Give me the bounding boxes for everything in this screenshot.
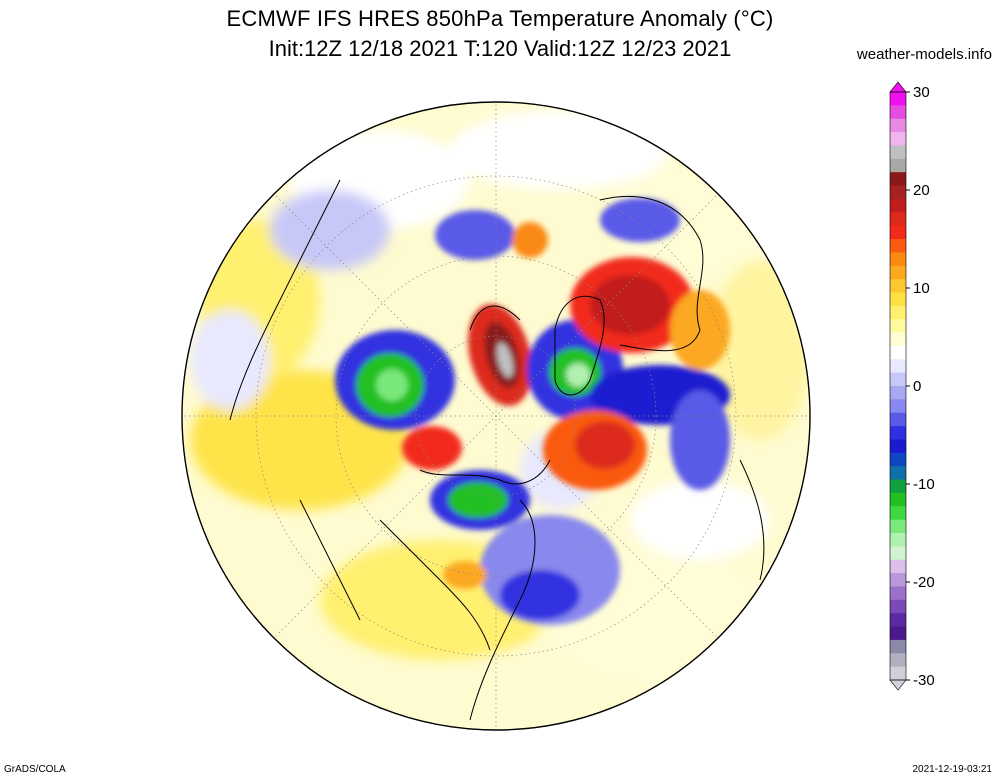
colorbar-segment [890, 613, 906, 628]
colorbar-segment [890, 105, 906, 120]
colorbar-label: 10 [913, 280, 930, 297]
colorbar-segment [890, 479, 906, 494]
colorbar-segment [890, 372, 906, 387]
colorbar-segment [890, 546, 906, 561]
chart-subtitle: Init:12Z 12/18 2021 T:120 Valid:12Z 12/2… [268, 36, 732, 61]
colorbar-label: 30 [913, 84, 930, 101]
colorbar-segment [890, 573, 906, 587]
colorbar-segment [890, 118, 906, 133]
colorbar-bottom-arrow [889, 679, 907, 691]
colorbar-segment [890, 386, 906, 400]
colorbar: 30 20 10 0 -10 -20 -30 [889, 81, 935, 691]
colorbar-segment [890, 292, 906, 307]
colorbar-segment [890, 359, 906, 374]
colorbar-segment [890, 506, 906, 521]
colorbar-segment [890, 666, 906, 681]
colorbar-segment [890, 653, 906, 668]
site-credit: weather-models.info [856, 46, 992, 63]
map-field [182, 102, 810, 730]
colorbar-segment [890, 145, 906, 160]
colorbar-top-arrow [889, 81, 907, 93]
colorbar-segment [890, 466, 906, 481]
colorbar-segment [890, 319, 906, 334]
background-anomaly-field [190, 110, 810, 690]
footer-timestamp: 2021-12-19-03:21 [912, 764, 992, 775]
colorbar-label: 0 [913, 378, 921, 395]
colorbar-segment [890, 332, 906, 347]
colorbar-segment [890, 212, 906, 227]
colorbar-segment [890, 533, 906, 547]
colorbar-segment [890, 305, 906, 320]
colorbar-segment [890, 412, 906, 427]
colorbar-label: -20 [913, 574, 935, 591]
colorbar-segment [890, 639, 906, 654]
anomaly-regions [335, 198, 730, 625]
colorbar-segment [890, 279, 906, 293]
colorbar-segment [890, 225, 906, 240]
colorbar-segment [890, 559, 906, 574]
colorbar-segment [890, 492, 906, 507]
colorbar-segment [890, 345, 906, 360]
colorbar-segment [890, 185, 906, 200]
coastlines [229, 179, 765, 721]
colorbar-segment [890, 426, 906, 440]
map-border [181, 101, 811, 731]
colorbar-segment [890, 252, 906, 267]
colorbar-segment [890, 626, 906, 641]
colorbar-label: -30 [913, 672, 935, 689]
colorbar-segment [890, 265, 906, 280]
colorbar-segment [890, 172, 906, 187]
colorbar-label: 20 [913, 182, 930, 199]
footer-credit: GrADS/COLA [4, 764, 66, 775]
colorbar-segment [890, 198, 906, 213]
colorbar-label: -10 [913, 476, 935, 493]
colorbar-segment [890, 519, 906, 534]
colorbar-segment [890, 158, 906, 173]
colorbar-segment [890, 599, 906, 614]
chart-title: ECMWF IFS HRES 850hPa Temperature Anomal… [226, 6, 774, 31]
colorbar-segment [890, 586, 906, 601]
colorbar-segment [890, 452, 906, 467]
colorbar-segment [890, 399, 906, 414]
colorbar-segment [890, 239, 906, 253]
colorbar-segment [890, 132, 906, 146]
colorbar-segment [890, 439, 906, 454]
graticule [182, 102, 810, 730]
colorbar-segment [890, 92, 906, 106]
